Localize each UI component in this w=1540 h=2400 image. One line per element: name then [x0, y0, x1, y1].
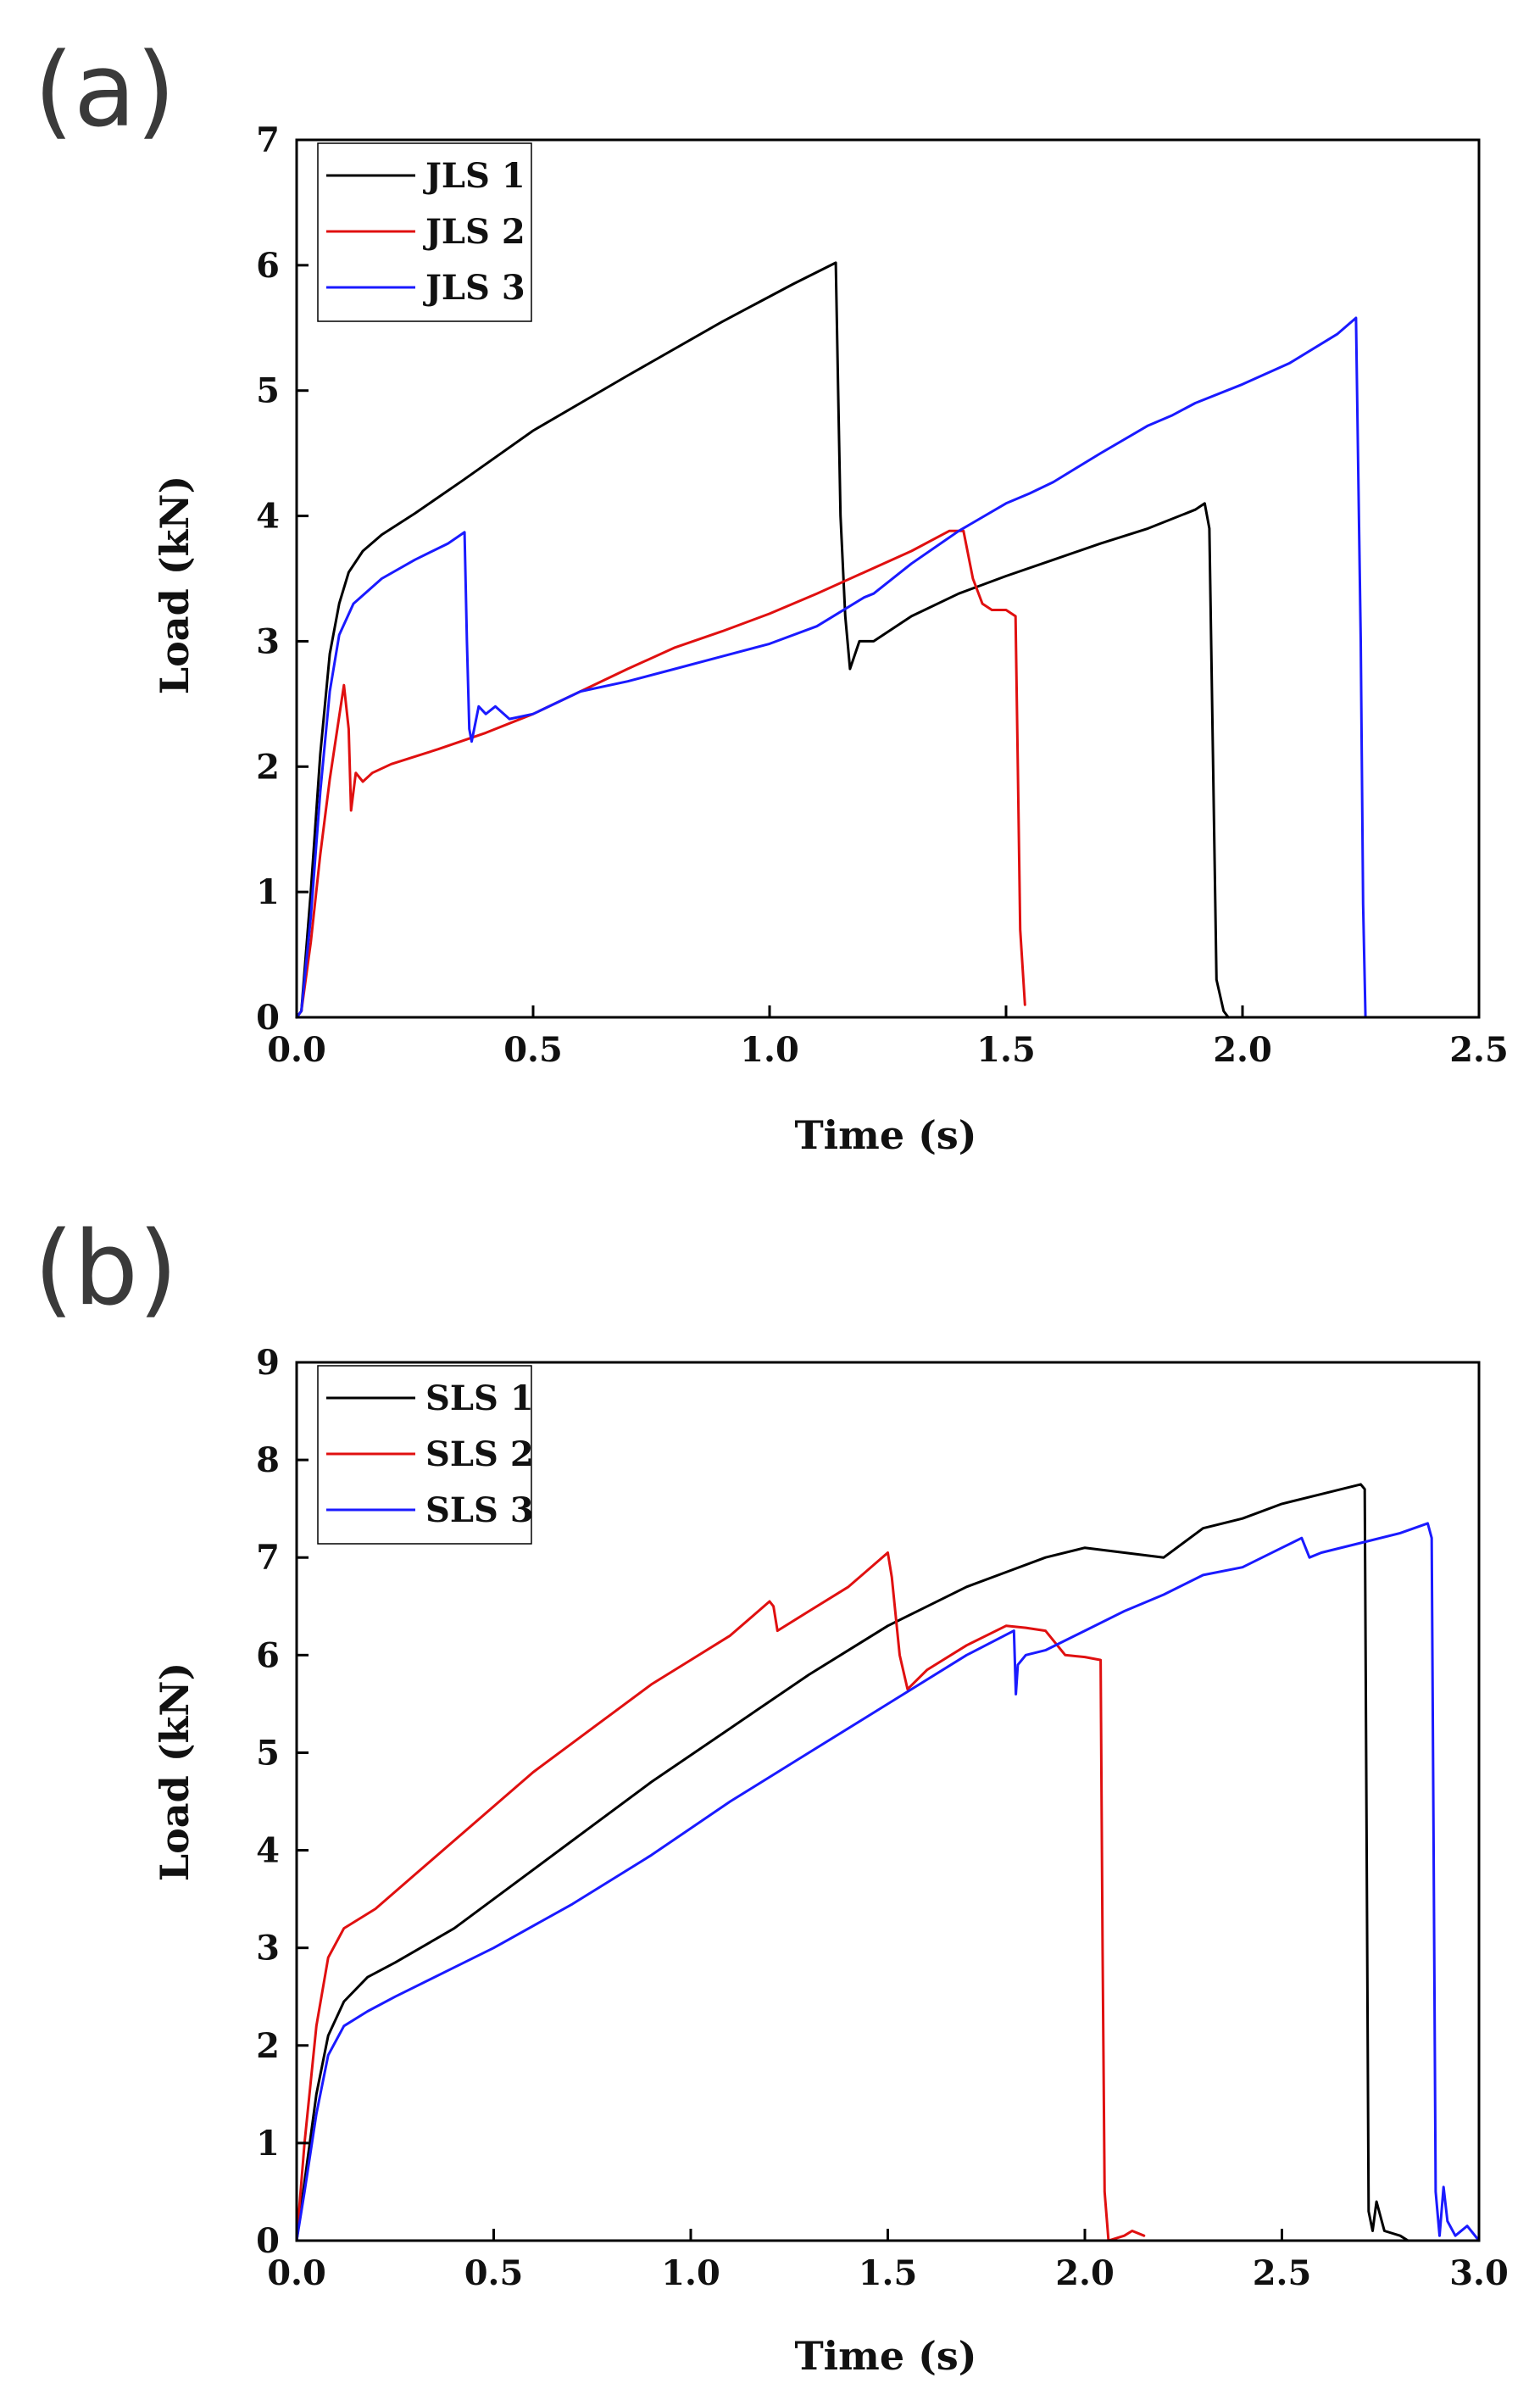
panel-a-y-tick-label: 1 — [256, 872, 280, 912]
panel-a-legend-label-1: JLS 1 — [423, 156, 525, 196]
panel-a-series — [295, 261, 1367, 1019]
panel-a-ticks: 0.0 0.5 1.0 1.5 2.0 2.5 0 1 2 3 4 5 6 7 — [256, 120, 1509, 1070]
panel-a-y-tick-label: 7 — [256, 120, 280, 160]
panel-b-label: (b) — [34, 1211, 178, 1328]
panel-a-y-axis-label: Load (kN) — [152, 476, 197, 694]
panel-a-series-line-3 — [295, 316, 1367, 1019]
panel-b-series-line-2 — [295, 1551, 1146, 2242]
panel-b-y-tick-label: 3 — [256, 1929, 280, 1968]
panel-b-y-tick-label: 1 — [256, 2124, 280, 2163]
panel-b-x-tick-label: 2.5 — [1253, 2253, 1312, 2293]
panel-a-x-tick-label: 1.5 — [976, 1030, 1036, 1070]
panel-b-legend-label-2: SLS 2 — [425, 1434, 534, 1474]
panel-a-legend-label-3: JLS 3 — [423, 268, 525, 308]
panel-b-x-axis-label: Time (s) — [794, 2333, 976, 2379]
panel-b-y-tick-label: 2 — [256, 2026, 280, 2066]
panel-b-y-tick-label: 6 — [256, 1635, 280, 1675]
panel-b-series-line-1 — [295, 1483, 1409, 2242]
panel-a-label: (a) — [34, 32, 175, 150]
panel-a-y-tick-label: 0 — [256, 998, 280, 1038]
panel-b-x-tick-label: 0.5 — [464, 2253, 524, 2293]
panel-a-legend-label-2: JLS 2 — [423, 212, 525, 252]
panel-b-legend: SLS 1 SLS 2 SLS 3 — [317, 1365, 534, 1545]
panel-a-x-tick-label: 2.0 — [1213, 1030, 1272, 1070]
panel-b-x-tick-label: 2.0 — [1055, 2253, 1115, 2293]
panel-a-y-tick-label: 3 — [256, 621, 280, 661]
panel-a-x-tick-label: 0.5 — [503, 1030, 563, 1070]
panel-a-x-axis-label: Time (s) — [794, 1112, 976, 1158]
panel-a-legend: JLS 1 JLS 2 JLS 3 — [317, 142, 532, 322]
panel-b-y-tick-label: 0 — [256, 2221, 280, 2261]
panel-a-x-tick-label: 2.5 — [1449, 1030, 1509, 1070]
panel-b-y-tick-label: 5 — [256, 1733, 280, 1773]
panel-b-y-tick-label: 7 — [256, 1538, 280, 1578]
panel-b-x-tick-label: 1.5 — [859, 2253, 918, 2293]
panel-a-x-tick-label: 0.0 — [267, 1030, 326, 1070]
panel-b-legend-label-3: SLS 3 — [425, 1490, 534, 1530]
panel-b-series — [295, 1483, 1481, 2242]
panel-a-plot-frame — [295, 138, 1481, 1019]
panel-a-y-tick-label: 4 — [256, 497, 280, 537]
panel-b-y-axis-label: Load (kN) — [152, 1662, 197, 1881]
panel-b-series-line-3 — [295, 1522, 1481, 2242]
panel-a-series-line-1 — [295, 261, 1230, 1019]
panel-a-y-tick-label: 6 — [256, 246, 280, 286]
panel-b-y-tick-label: 4 — [256, 1831, 280, 1871]
panel-b-y-tick-label: 9 — [256, 1343, 280, 1383]
panel-b: (b) 0.0 0.5 1.0 1.5 2.0 2.5 3.0 0 1 2 3 4 5 6 7 8 9 Time… — [34, 1211, 1509, 2379]
panel-b-ticks: 0.0 0.5 1.0 1.5 2.0 2.5 3.0 0 1 2 3 4 5 6 7 8 9 — [256, 1343, 1509, 2293]
panel-a-y-tick-label: 5 — [256, 371, 280, 411]
panel-b-legend-label-1: SLS 1 — [425, 1378, 534, 1418]
panel-a-x-tick-label: 1.0 — [740, 1030, 799, 1070]
panel-b-y-tick-label: 8 — [256, 1440, 280, 1480]
panel-b-x-tick-label: 0.0 — [267, 2253, 326, 2293]
panel-a-y-tick-label: 2 — [256, 747, 280, 787]
panel-a-series-line-2 — [295, 529, 1026, 1019]
panel-b-x-tick-label: 1.0 — [661, 2253, 720, 2293]
panel-b-x-tick-label: 3.0 — [1449, 2253, 1509, 2293]
